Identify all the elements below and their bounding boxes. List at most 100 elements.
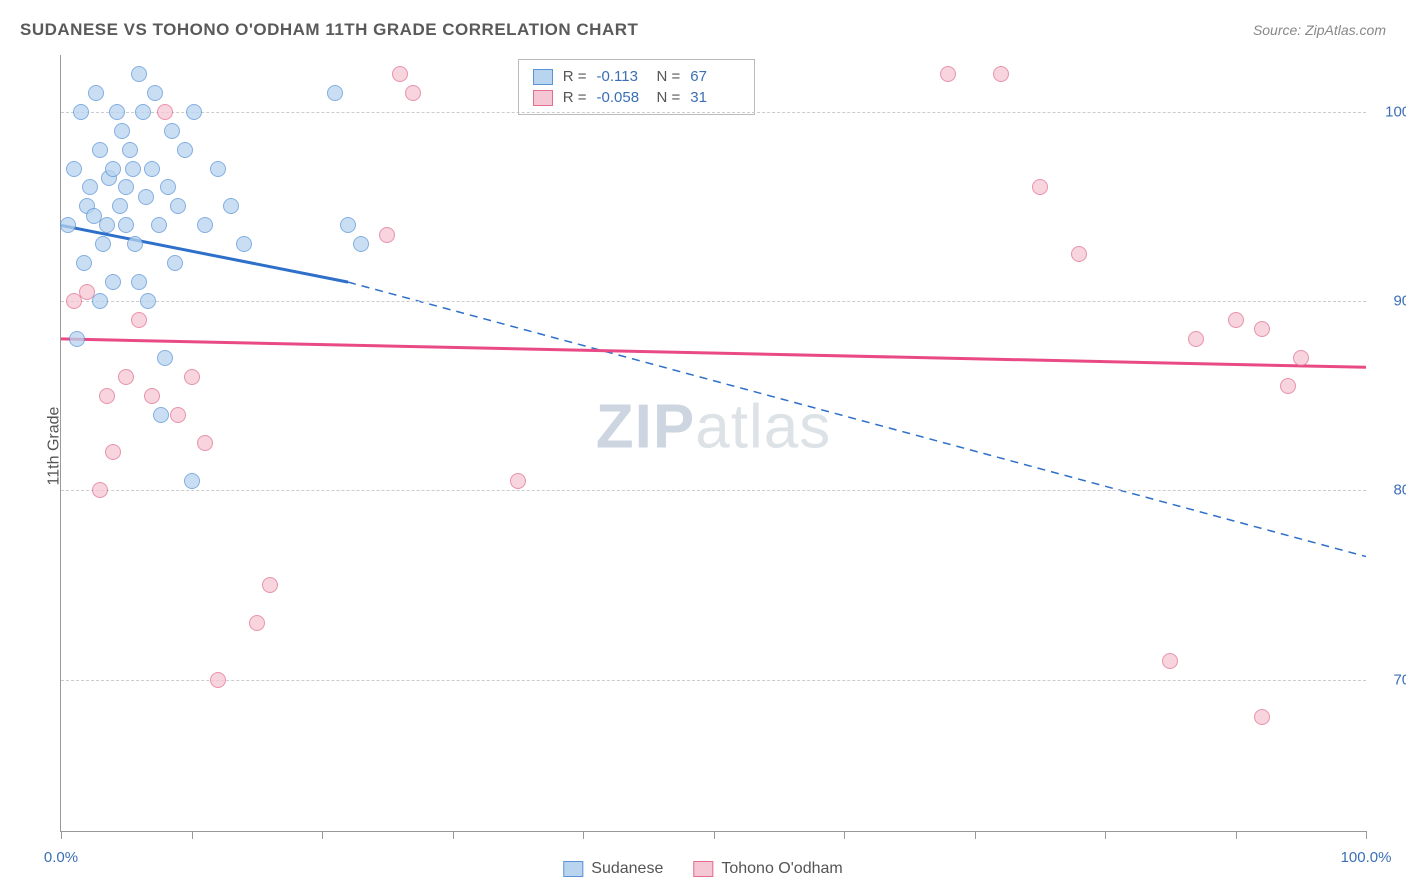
data-point: [88, 85, 104, 101]
stats-row: R =-0.113N =67: [533, 66, 741, 87]
data-point: [153, 407, 169, 423]
data-point: [1032, 179, 1048, 195]
data-point: [99, 217, 115, 233]
data-point: [131, 66, 147, 82]
data-point: [73, 104, 89, 120]
data-point: [1254, 321, 1270, 337]
gridline: [61, 490, 1366, 491]
x-tick: [844, 831, 845, 839]
y-tick-label: 80.0%: [1376, 482, 1406, 499]
legend-swatch: [533, 69, 553, 85]
data-point: [92, 482, 108, 498]
data-point: [138, 189, 154, 205]
data-point: [127, 236, 143, 252]
gridline: [61, 301, 1366, 302]
r-value: -0.058: [597, 89, 647, 106]
n-label: N =: [657, 68, 681, 85]
chart-plot-area: ZIPatlas R =-0.113N =67R =-0.058N =31 70…: [60, 55, 1366, 832]
data-point: [223, 198, 239, 214]
data-point: [327, 85, 343, 101]
legend-swatch: [693, 861, 713, 877]
data-point: [249, 615, 265, 631]
x-tick: [1236, 831, 1237, 839]
data-point: [131, 312, 147, 328]
data-point: [405, 85, 421, 101]
chart-title: SUDANESE VS TOHONO O'ODHAM 11TH GRADE CO…: [20, 20, 638, 40]
data-point: [1228, 312, 1244, 328]
data-point: [510, 473, 526, 489]
data-point: [92, 142, 108, 158]
x-tick: [322, 831, 323, 839]
data-point: [1071, 246, 1087, 262]
n-value: 31: [690, 89, 740, 106]
n-label: N =: [657, 89, 681, 106]
data-point: [210, 161, 226, 177]
data-point: [144, 161, 160, 177]
data-point: [186, 104, 202, 120]
data-point: [118, 369, 134, 385]
data-point: [118, 217, 134, 233]
data-point: [940, 66, 956, 82]
legend-label: Sudanese: [591, 860, 663, 878]
data-point: [95, 236, 111, 252]
y-tick-label: 70.0%: [1376, 671, 1406, 688]
x-tick: [192, 831, 193, 839]
data-point: [147, 85, 163, 101]
data-point: [236, 236, 252, 252]
data-point: [66, 161, 82, 177]
data-point: [114, 123, 130, 139]
data-point: [82, 179, 98, 195]
bottom-legend: Sudanese Tohono O'odham: [563, 860, 842, 878]
data-point: [993, 66, 1009, 82]
data-point: [122, 142, 138, 158]
x-tick: [714, 831, 715, 839]
data-point: [170, 407, 186, 423]
data-point: [1280, 378, 1296, 394]
data-point: [140, 293, 156, 309]
data-point: [69, 331, 85, 347]
stats-legend-box: R =-0.113N =67R =-0.058N =31: [518, 59, 756, 115]
data-point: [105, 274, 121, 290]
legend-label: Tohono O'odham: [721, 860, 842, 878]
data-point: [118, 179, 134, 195]
data-point: [392, 66, 408, 82]
x-tick-label: 100.0%: [1341, 849, 1392, 866]
data-point: [157, 104, 173, 120]
x-tick: [1366, 831, 1367, 839]
data-point: [125, 161, 141, 177]
data-point: [197, 217, 213, 233]
data-point: [1188, 331, 1204, 347]
x-tick: [583, 831, 584, 839]
data-point: [167, 255, 183, 271]
data-point: [109, 104, 125, 120]
y-tick-label: 90.0%: [1376, 293, 1406, 310]
legend-swatch: [533, 90, 553, 106]
gridline: [61, 680, 1366, 681]
data-point: [353, 236, 369, 252]
data-point: [1293, 350, 1309, 366]
x-tick: [975, 831, 976, 839]
x-tick: [61, 831, 62, 839]
gridline: [61, 112, 1366, 113]
source-label: Source: ZipAtlas.com: [1253, 22, 1386, 38]
data-point: [135, 104, 151, 120]
data-point: [160, 179, 176, 195]
r-label: R =: [563, 89, 587, 106]
data-point: [157, 350, 173, 366]
legend-item: Tohono O'odham: [693, 860, 842, 878]
legend-item: Sudanese: [563, 860, 663, 878]
x-tick: [1105, 831, 1106, 839]
data-point: [105, 161, 121, 177]
data-point: [60, 217, 76, 233]
data-point: [340, 217, 356, 233]
data-point: [184, 473, 200, 489]
data-point: [262, 577, 278, 593]
trend-lines: [61, 55, 1366, 831]
data-point: [76, 255, 92, 271]
data-point: [379, 227, 395, 243]
data-point: [131, 274, 147, 290]
data-point: [184, 369, 200, 385]
data-point: [144, 388, 160, 404]
r-value: -0.113: [597, 68, 647, 85]
y-tick-label: 100.0%: [1376, 103, 1406, 120]
